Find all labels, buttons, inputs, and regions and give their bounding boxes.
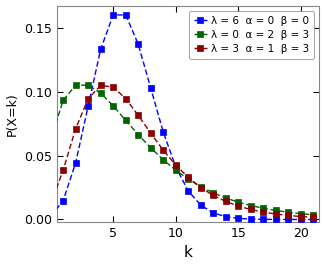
λ = 0  α = 2  β = 3 [236, 201, 240, 204]
λ = 6  α = 0  β = 0 [186, 189, 190, 192]
λ = 3  α = 1  β = 3 [161, 148, 165, 152]
λ = 3  α = 1  β = 3 [261, 210, 265, 214]
λ = 6  α = 0  β = 0 [136, 43, 140, 46]
λ = 0  α = 2  β = 3 [86, 84, 90, 87]
λ = 6  α = 0  β = 0 [236, 217, 240, 220]
λ = 0  α = 2  β = 3 [74, 84, 78, 87]
λ = 6  α = 0  β = 0 [311, 218, 315, 221]
λ = 3  α = 1  β = 3 [99, 84, 103, 87]
λ = 3  α = 1  β = 3 [224, 200, 228, 203]
λ = 6  α = 0  β = 0 [124, 13, 128, 16]
λ = 3  α = 1  β = 3 [186, 176, 190, 179]
λ = 0  α = 2  β = 3 [224, 196, 228, 200]
λ = 3  α = 1  β = 3 [274, 213, 278, 216]
λ = 6  α = 0  β = 0 [174, 165, 178, 168]
λ = 6  α = 0  β = 0 [49, 215, 53, 218]
λ = 0  α = 2  β = 3 [111, 104, 115, 107]
Line: λ = 0  α = 2  β = 3: λ = 0 α = 2 β = 3 [47, 82, 316, 218]
λ = 3  α = 1  β = 3 [249, 208, 253, 211]
λ = 0  α = 2  β = 3 [261, 207, 265, 210]
λ = 6  α = 0  β = 0 [199, 203, 203, 207]
λ = 0  α = 2  β = 3 [61, 98, 65, 102]
λ = 6  α = 0  β = 0 [274, 218, 278, 221]
λ = 0  α = 2  β = 3 [299, 212, 303, 215]
λ = 6  α = 0  β = 0 [61, 199, 65, 202]
λ = 0  α = 2  β = 3 [49, 138, 53, 142]
Line: λ = 6  α = 0  β = 0: λ = 6 α = 0 β = 0 [47, 12, 316, 223]
Line: λ = 3  α = 1  β = 3: λ = 3 α = 1 β = 3 [47, 82, 316, 221]
λ = 0  α = 2  β = 3 [199, 185, 203, 188]
λ = 3  α = 1  β = 3 [174, 163, 178, 167]
λ = 3  α = 1  β = 3 [61, 168, 65, 172]
λ = 0  α = 2  β = 3 [174, 169, 178, 172]
λ = 6  α = 0  β = 0 [111, 13, 115, 16]
λ = 0  α = 2  β = 3 [211, 191, 215, 194]
λ = 6  α = 0  β = 0 [249, 218, 253, 221]
λ = 6  α = 0  β = 0 [224, 215, 228, 218]
λ = 0  α = 2  β = 3 [99, 92, 103, 95]
λ = 3  α = 1  β = 3 [311, 216, 315, 219]
λ = 6  α = 0  β = 0 [161, 130, 165, 134]
λ = 6  α = 0  β = 0 [299, 218, 303, 221]
Y-axis label: P(X=k): P(X=k) [6, 92, 19, 136]
λ = 0  α = 2  β = 3 [311, 213, 315, 216]
λ = 3  α = 1  β = 3 [299, 215, 303, 218]
X-axis label: k: k [184, 246, 193, 260]
λ = 3  α = 1  β = 3 [211, 194, 215, 197]
λ = 3  α = 1  β = 3 [136, 114, 140, 117]
λ = 0  α = 2  β = 3 [249, 204, 253, 207]
λ = 0  α = 2  β = 3 [136, 133, 140, 136]
λ = 0  α = 2  β = 3 [161, 158, 165, 161]
λ = 3  α = 1  β = 3 [124, 97, 128, 100]
λ = 0  α = 2  β = 3 [186, 177, 190, 181]
λ = 6  α = 0  β = 0 [99, 47, 103, 51]
λ = 0  α = 2  β = 3 [286, 211, 290, 214]
λ = 6  α = 0  β = 0 [149, 86, 153, 90]
λ = 3  α = 1  β = 3 [199, 186, 203, 189]
λ = 3  α = 1  β = 3 [86, 97, 90, 100]
λ = 6  α = 0  β = 0 [211, 211, 215, 214]
Legend: λ = 6  α = 0  β = 0, λ = 0  α = 2  β = 3, λ = 3  α = 1  β = 3: λ = 6 α = 0 β = 0, λ = 0 α = 2 β = 3, λ … [189, 11, 314, 59]
λ = 0  α = 2  β = 3 [124, 119, 128, 122]
λ = 3  α = 1  β = 3 [236, 205, 240, 208]
λ = 3  α = 1  β = 3 [286, 214, 290, 217]
λ = 0  α = 2  β = 3 [274, 209, 278, 212]
λ = 3  α = 1  β = 3 [49, 203, 53, 206]
λ = 3  α = 1  β = 3 [74, 127, 78, 130]
λ = 6  α = 0  β = 0 [74, 161, 78, 164]
λ = 0  α = 2  β = 3 [149, 146, 153, 149]
λ = 6  α = 0  β = 0 [86, 104, 90, 107]
λ = 3  α = 1  β = 3 [111, 85, 115, 89]
λ = 6  α = 0  β = 0 [261, 218, 265, 221]
λ = 6  α = 0  β = 0 [286, 218, 290, 221]
λ = 3  α = 1  β = 3 [149, 132, 153, 135]
